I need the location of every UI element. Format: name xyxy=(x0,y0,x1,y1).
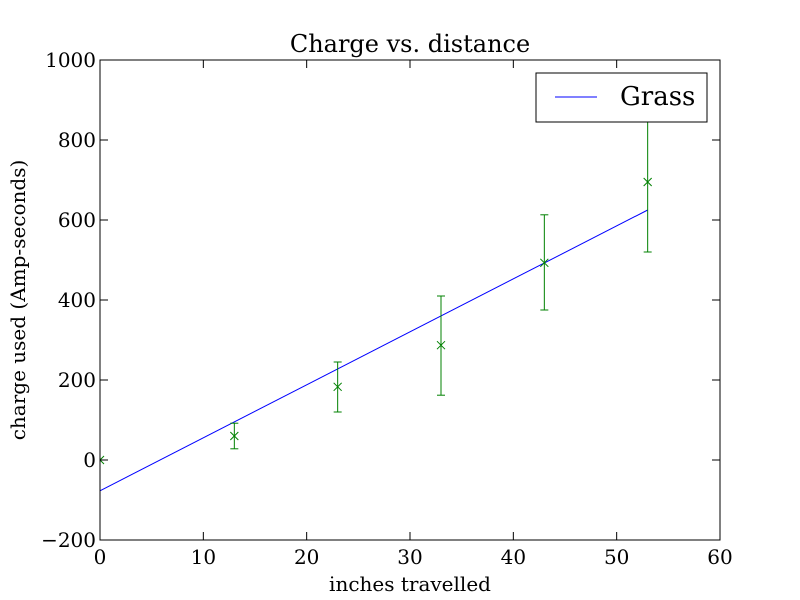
y-tick-label: 600 xyxy=(58,208,96,232)
data-point xyxy=(229,431,239,441)
y-axis-label: charge used (Amp-seconds) xyxy=(6,160,30,441)
x-tick-label: 30 xyxy=(397,545,422,569)
x-marker-stroke xyxy=(229,431,239,441)
x-marker-stroke xyxy=(643,177,653,187)
legend: Grass xyxy=(535,72,708,123)
y-tick-label: 1000 xyxy=(45,48,96,72)
plot-frame xyxy=(99,59,721,541)
x-marker-stroke xyxy=(99,459,105,465)
x-marker-stroke xyxy=(539,258,549,268)
y-tick-label: 0 xyxy=(83,448,96,472)
series-line-grass xyxy=(99,209,648,492)
x-marker-stroke xyxy=(333,382,343,392)
x-tick-label: 20 xyxy=(294,545,319,569)
x-tick-label: 10 xyxy=(191,545,216,569)
data-point xyxy=(539,258,549,268)
x-tick-label: 40 xyxy=(501,545,526,569)
y-tick-label: −200 xyxy=(41,528,96,552)
data-point xyxy=(99,455,105,465)
y-tick-label: 400 xyxy=(58,288,96,312)
x-marker-stroke xyxy=(99,455,105,461)
x-tick-label: 50 xyxy=(604,545,629,569)
y-tick-label: 800 xyxy=(58,128,96,152)
x-axis-label: inches travelled xyxy=(329,572,491,596)
y-tick-label: 200 xyxy=(58,368,96,392)
x-marker-stroke xyxy=(436,340,446,350)
data-point xyxy=(643,177,653,187)
chart-title: Charge vs. distance xyxy=(290,30,530,58)
x-tick-label: 0 xyxy=(94,545,107,569)
legend-label-grass: Grass xyxy=(620,82,695,112)
data-point xyxy=(436,340,446,350)
data-point xyxy=(333,382,343,392)
x-tick-label: 60 xyxy=(707,545,732,569)
